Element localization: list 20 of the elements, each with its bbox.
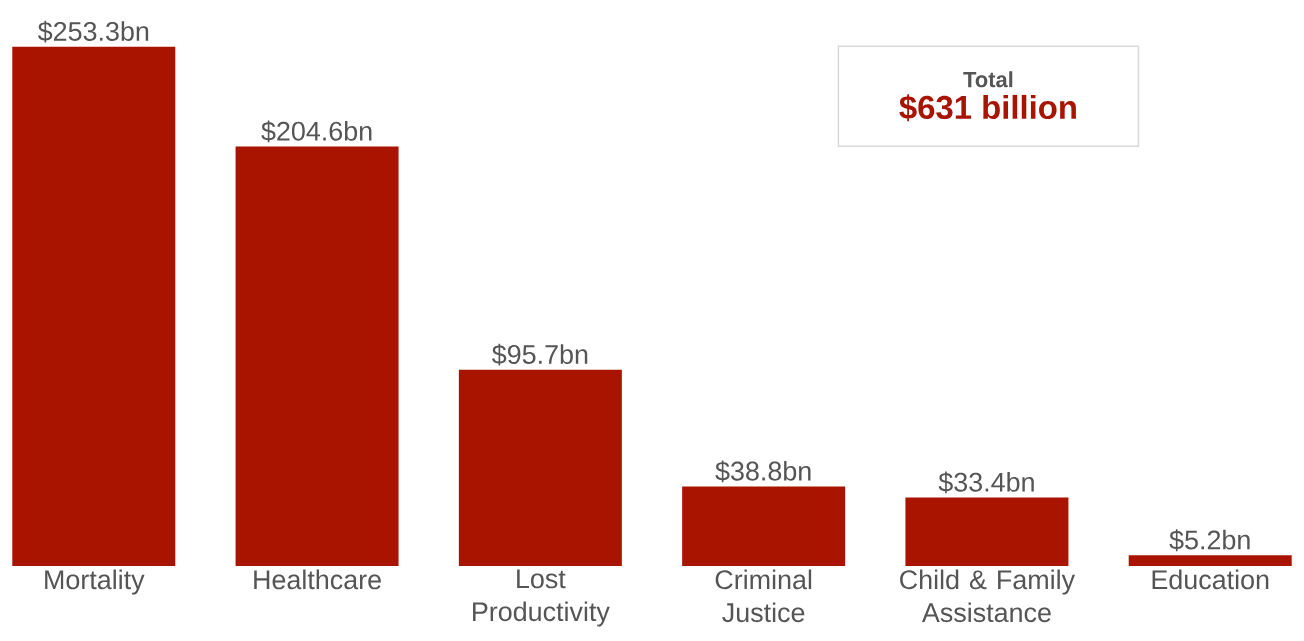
annotation: $631 billion (899, 94, 1076, 122)
data-label: $5.2bn (1169, 529, 1250, 552)
annotation: Total (963, 71, 1013, 88)
x-tick-label: Mortality (45, 569, 145, 595)
bar (12, 46, 176, 566)
x-tick-label: Education (1152, 569, 1269, 590)
data-label: $38.8bn (715, 460, 811, 483)
data-label: $253.3bn (37, 20, 149, 43)
data-label: $204.6bn (261, 120, 372, 143)
bar (682, 486, 846, 566)
bar (905, 497, 1069, 566)
bar (235, 146, 399, 566)
bar (458, 369, 622, 566)
data-label: $95.7bn (492, 343, 588, 366)
x-tick-label: Lost Productivity (473, 569, 610, 627)
x-tick-label: Healthcare (254, 569, 381, 590)
x-tick-label: Child & Family Assistance (900, 569, 1076, 623)
bar (1128, 555, 1292, 566)
x-tick-label: Criminal Justice (715, 569, 812, 623)
data-label: $33.4bn (938, 471, 1034, 494)
